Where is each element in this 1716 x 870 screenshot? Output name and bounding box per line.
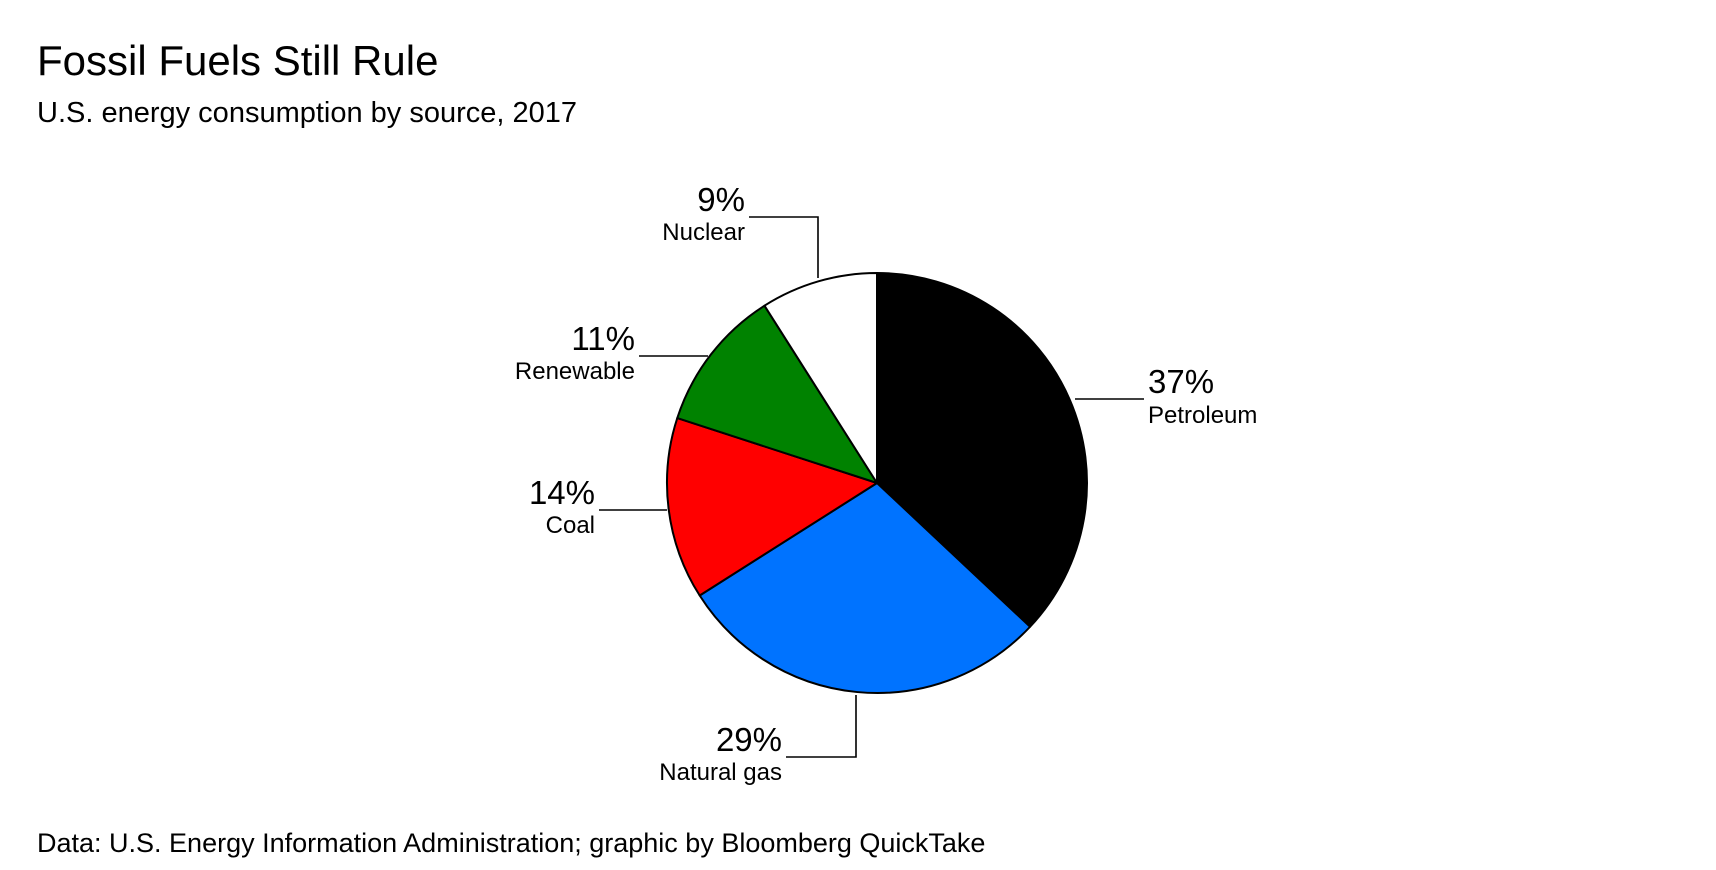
pie-slice-natural-gas <box>698 482 1032 694</box>
pie-slice-renewable <box>676 304 878 484</box>
chart-subtitle: U.S. energy consumption by source, 2017 <box>37 97 578 129</box>
value-label-nuclear: 9% <box>697 181 745 218</box>
value-label-coal: 14% <box>529 474 595 511</box>
value-label-petroleum: 37% <box>1148 363 1214 400</box>
leader-lines <box>599 216 1144 758</box>
pie-slices <box>666 272 1088 694</box>
pie-slice-petroleum <box>876 272 1088 628</box>
slice-labels: 37%Petroleum 29%Natural gas 14%Coal 11%Rene… <box>515 181 1257 786</box>
pie-slice-coal <box>666 417 878 597</box>
pie-slice-nuclear <box>763 272 878 484</box>
category-label-petroleum: Petroleum <box>1148 402 1257 429</box>
category-label-natural-gas: Natural gas <box>659 759 782 786</box>
value-label-renewable: 11% <box>571 320 635 357</box>
chart-source-note: Data: U.S. Energy Information Administra… <box>37 828 986 858</box>
category-label-renewable: Renewable <box>515 358 635 385</box>
category-label-coal: Coal <box>546 512 595 539</box>
category-label-nuclear: Nuclear <box>662 219 745 246</box>
leader-line-natural-gas <box>786 695 857 758</box>
chart-title: Fossil Fuels Still Rule <box>37 37 439 84</box>
value-label-natural-gas: 29% <box>716 721 782 758</box>
leader-line-nuclear <box>749 216 819 278</box>
